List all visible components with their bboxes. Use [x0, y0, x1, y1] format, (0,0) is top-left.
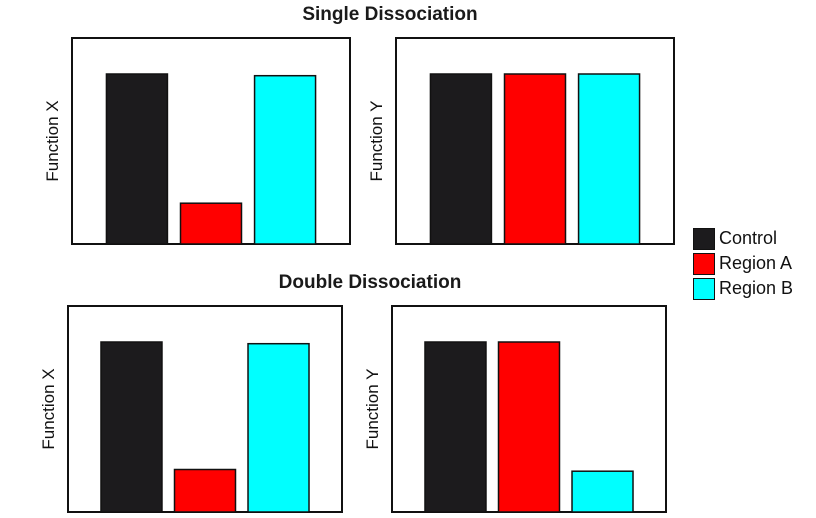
bar-region-a: [497, 341, 561, 513]
legend: Control Region A Region B: [693, 226, 813, 301]
legend-swatch-region-a: [693, 252, 715, 275]
y-axis-label: Function Y: [363, 369, 382, 450]
y-axis-label: Function Y: [367, 101, 386, 182]
chart-single-function-y: Function Y: [367, 37, 675, 245]
bar-control: [100, 341, 163, 513]
legend-label-region-a: Region A: [719, 253, 793, 273]
legend-swatch-region-b: [693, 277, 715, 300]
bar-region-b: [253, 74, 317, 245]
y-axis-label: Function X: [39, 368, 58, 449]
bar-control: [429, 73, 493, 245]
bar-region-a: [173, 468, 237, 513]
legend-label-control: Control: [719, 228, 778, 248]
bar-region-a: [503, 73, 567, 245]
bar-region-a: [179, 202, 243, 245]
single-dissociation-title: Single Dissociation: [302, 4, 478, 25]
legend-swatch-control: [693, 227, 715, 250]
legend-item-region-b: Region B: [693, 276, 813, 301]
legend-item-control: Control: [693, 226, 813, 251]
bar-control: [105, 73, 169, 245]
chart-single-function-x: Function X: [43, 37, 351, 245]
y-axis-label: Function X: [43, 100, 62, 181]
bar-control: [424, 341, 487, 513]
bar-region-b: [247, 342, 310, 513]
bar-region-b: [577, 73, 641, 245]
legend-label-region-b: Region B: [719, 278, 794, 298]
legend-item-region-a: Region A: [693, 251, 813, 276]
chart-double-function-x: Function X: [39, 305, 343, 513]
chart-double-function-y: Function Y: [363, 305, 667, 513]
double-dissociation-title: Double Dissociation: [278, 272, 462, 293]
bar-region-b: [571, 470, 634, 513]
